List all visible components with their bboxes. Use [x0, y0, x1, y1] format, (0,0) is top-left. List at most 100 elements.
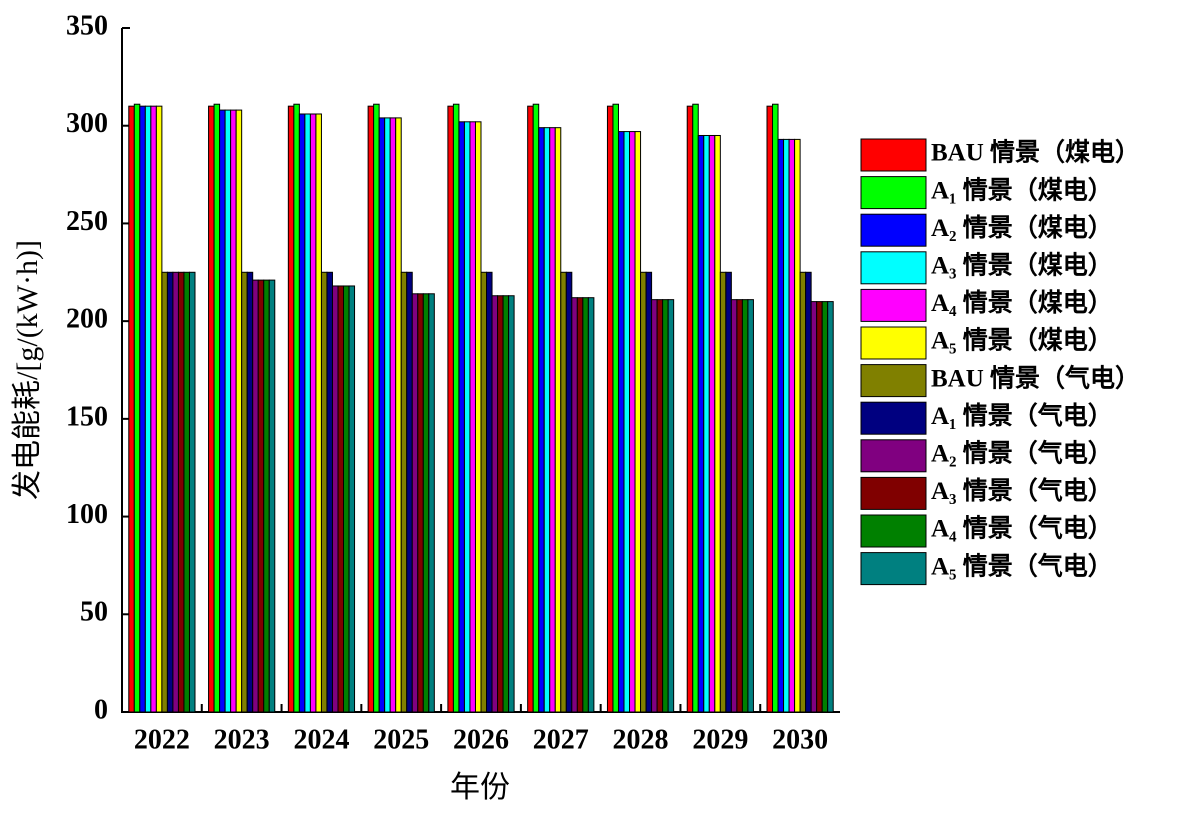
legend-swatch	[860, 213, 927, 247]
bar	[821, 301, 829, 713]
bar	[827, 301, 834, 713]
y-tick-label: 150	[66, 401, 108, 432]
bar	[469, 121, 476, 713]
bar	[794, 138, 801, 713]
legend-label: A₂ 情景（气电）	[931, 439, 1113, 468]
bar	[463, 121, 471, 713]
legend-label: A₁ 情景（煤电）	[931, 175, 1113, 204]
bar	[645, 271, 653, 713]
bar	[150, 105, 157, 713]
bar	[560, 271, 567, 713]
bar	[208, 105, 215, 713]
bar	[177, 271, 185, 713]
x-tick-label: 2024	[293, 724, 349, 755]
bar	[298, 113, 306, 713]
bar	[417, 293, 424, 713]
legend-swatch	[860, 552, 927, 586]
bar	[348, 285, 356, 713]
bar	[725, 271, 732, 713]
bar	[268, 279, 276, 713]
bar	[378, 117, 386, 713]
bar	[747, 299, 754, 713]
bar	[502, 295, 510, 713]
bar	[309, 113, 317, 713]
bar	[406, 271, 413, 713]
bar	[805, 271, 812, 713]
bar	[554, 127, 562, 713]
bar	[235, 109, 243, 713]
bar	[810, 301, 818, 713]
bar	[422, 293, 430, 713]
bar	[576, 297, 584, 713]
y-tick-label: 300	[66, 108, 108, 139]
legend-label: A₃ 情景（煤电）	[931, 251, 1113, 280]
legend-label: A₂ 情景（煤电）	[931, 213, 1113, 242]
bar	[491, 295, 499, 713]
bar	[320, 271, 328, 713]
bar	[651, 299, 658, 713]
bar	[565, 271, 573, 713]
x-tick-label: 2023	[214, 724, 270, 755]
bar	[304, 113, 311, 713]
bar	[697, 134, 705, 713]
legend-label: A₄ 情景（气电）	[931, 514, 1113, 543]
legend-label: BAU 情景（煤电）	[931, 138, 1140, 167]
x-tick-label: 2022	[134, 724, 190, 755]
bar	[538, 127, 545, 713]
y-tick-label: 200	[66, 304, 108, 335]
bar	[395, 117, 402, 713]
bar	[692, 103, 699, 713]
bar	[788, 138, 796, 713]
legend-swatch	[860, 439, 927, 473]
bar	[287, 105, 295, 713]
bar	[144, 105, 152, 713]
bar	[315, 113, 322, 713]
bar	[736, 299, 743, 713]
bar	[389, 117, 397, 713]
bar	[447, 105, 454, 713]
y-tick-label: 250	[66, 206, 108, 237]
bar	[730, 299, 738, 713]
bar	[606, 105, 614, 713]
bar	[128, 105, 135, 713]
legend-swatch	[860, 251, 927, 285]
legend-label: A₅ 情景（煤电）	[931, 326, 1113, 355]
bar	[571, 297, 578, 713]
bar	[183, 271, 190, 713]
x-axis-label: 年份	[450, 771, 510, 804]
bar	[656, 299, 664, 713]
bar	[634, 131, 642, 713]
legend-swatch	[860, 364, 927, 398]
legend-label: A₃ 情景（气电）	[931, 476, 1113, 505]
bar	[799, 271, 807, 713]
x-tick-label: 2025	[373, 724, 429, 755]
bar	[155, 105, 163, 713]
legend-swatch	[860, 401, 927, 435]
bar	[213, 103, 221, 713]
bar	[480, 271, 488, 713]
y-tick-label: 50	[80, 597, 108, 628]
bar	[719, 271, 727, 713]
bar	[252, 279, 259, 713]
bar	[766, 105, 774, 713]
bar	[219, 109, 226, 713]
bar	[343, 285, 350, 713]
bar	[486, 271, 493, 713]
bar	[161, 271, 168, 713]
x-tick-label: 2026	[453, 724, 509, 755]
bar	[257, 279, 265, 713]
bar	[326, 271, 333, 713]
bar	[367, 105, 375, 713]
bar	[612, 103, 619, 713]
legend-swatch	[860, 138, 927, 172]
bar	[532, 103, 540, 713]
bar	[133, 103, 141, 713]
bar	[428, 293, 435, 713]
bar	[783, 138, 790, 713]
bar	[384, 117, 391, 713]
bar	[686, 105, 694, 713]
bar	[497, 295, 504, 713]
bar	[452, 103, 460, 713]
bar	[458, 121, 465, 713]
